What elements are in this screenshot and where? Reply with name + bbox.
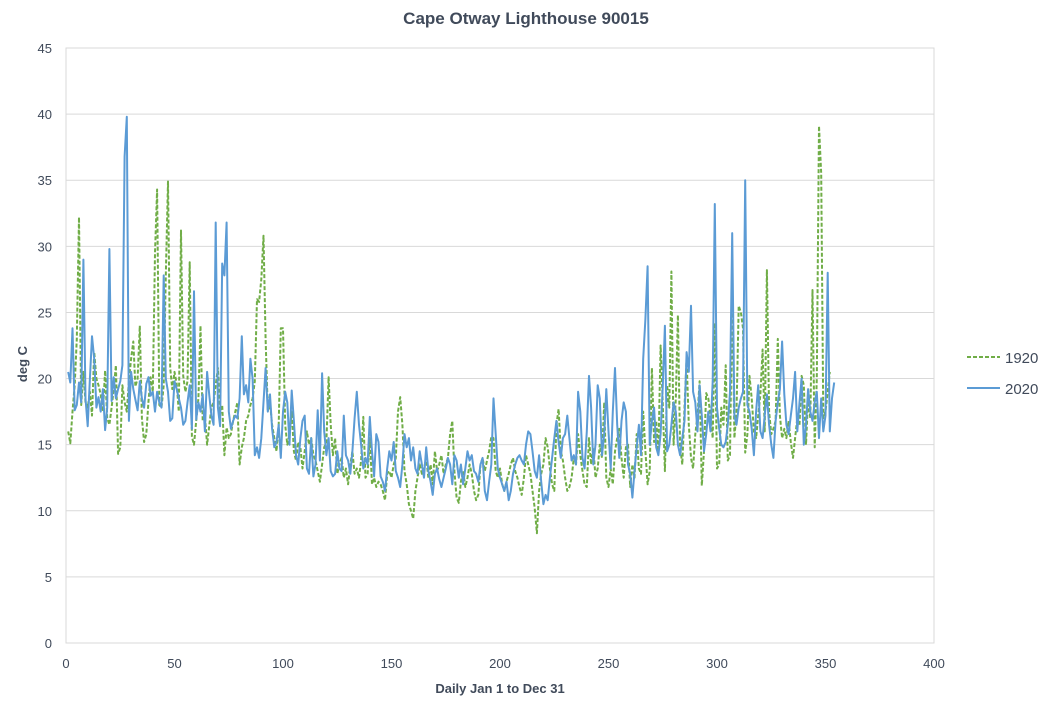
x-tick-label: 250	[598, 656, 620, 671]
x-tick-label: 400	[923, 656, 945, 671]
series-line-1920	[67, 125, 831, 535]
x-tick-label: 50	[167, 656, 181, 671]
x-tick-label: 100	[272, 656, 294, 671]
legend: 1920 2020	[967, 350, 1038, 398]
y-tick-label: 25	[38, 305, 52, 320]
y-tick-label: 5	[45, 570, 52, 585]
x-tick-label: 350	[815, 656, 837, 671]
series-lines	[67, 115, 836, 535]
x-tick-label: 300	[706, 656, 728, 671]
series-line-2020	[67, 115, 836, 506]
y-tick-label: 40	[38, 107, 52, 122]
y-axis-tick-labels: 0 5 10 15 20 25 30 35 40 45	[38, 41, 52, 651]
y-tick-label: 10	[38, 504, 52, 519]
x-tick-label: 0	[62, 656, 69, 671]
y-axis-title: deg C	[15, 345, 30, 382]
x-tick-label: 200	[489, 656, 511, 671]
gridlines	[66, 47, 934, 644]
y-tick-label: 30	[38, 239, 52, 254]
legend-label-1920: 1920	[1005, 350, 1038, 367]
x-axis-tick-labels: 0 50 100 150 200 250 300 350 400	[62, 656, 944, 671]
y-tick-label: 20	[38, 372, 52, 387]
y-tick-label: 45	[38, 41, 52, 56]
legend-label-2020: 2020	[1005, 381, 1038, 398]
chart-title: Cape Otway Lighthouse 90015	[403, 9, 649, 28]
x-tick-label: 150	[381, 656, 403, 671]
y-tick-label: 0	[45, 636, 52, 651]
plot-area-border	[65, 47, 935, 644]
y-tick-label: 15	[38, 438, 52, 453]
y-tick-label: 35	[38, 173, 52, 188]
x-axis-title: Daily Jan 1 to Dec 31	[435, 681, 564, 696]
